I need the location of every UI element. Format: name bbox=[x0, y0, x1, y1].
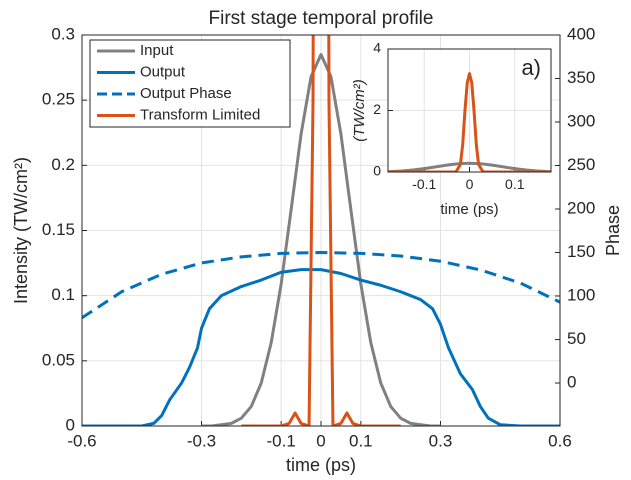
y-tick-label: 2 bbox=[373, 101, 381, 117]
y2-tick-label: 150 bbox=[567, 242, 595, 261]
series-line bbox=[388, 72, 551, 172]
y-tick-label: 0 bbox=[66, 415, 75, 434]
legend-box bbox=[89, 39, 291, 128]
x-tick-label: -0.3 bbox=[187, 432, 216, 451]
legend-label: Input bbox=[140, 42, 174, 59]
annotation: a) bbox=[521, 55, 541, 80]
x-axis-label: time (ps) bbox=[440, 201, 498, 218]
y2-tick-label: 350 bbox=[567, 68, 595, 87]
legend-label: Transform Limited bbox=[140, 106, 260, 123]
x-tick-label: 0.3 bbox=[429, 432, 453, 451]
y-tick-label: 0.2 bbox=[51, 155, 75, 174]
legend-label: Output Phase bbox=[140, 85, 232, 102]
x-tick-label: -0.1 bbox=[267, 432, 296, 451]
y-tick-label: 0.3 bbox=[51, 24, 75, 43]
axes-frame bbox=[387, 48, 552, 173]
y2-axis-label: Phase bbox=[603, 205, 623, 256]
x-tick-label: 0 bbox=[466, 176, 474, 192]
y-tick-label: 4 bbox=[373, 40, 381, 56]
y-tick-label: 0.1 bbox=[51, 285, 75, 304]
y2-tick-label: 100 bbox=[567, 285, 595, 304]
y2-tick-label: 200 bbox=[567, 198, 595, 217]
x-tick-label: -0.6 bbox=[67, 432, 96, 451]
y2-tick-label: 250 bbox=[567, 155, 595, 174]
series-line bbox=[201, 53, 441, 426]
x-tick-label: 0.1 bbox=[505, 176, 525, 192]
y2-tick-label: 50 bbox=[567, 329, 586, 348]
series-line bbox=[388, 161, 551, 172]
x-tick-label: 0.6 bbox=[548, 432, 572, 451]
series-line bbox=[82, 251, 560, 320]
x-tick-label: 0 bbox=[316, 432, 325, 451]
series-line bbox=[241, 35, 401, 426]
legend-label: Output bbox=[140, 63, 186, 80]
y2-tick-label: 300 bbox=[567, 111, 595, 130]
y-axis-label: (TW/cm²) bbox=[351, 79, 368, 141]
y-tick-label: 0.25 bbox=[42, 90, 75, 109]
x-tick-label: 0.1 bbox=[349, 432, 373, 451]
x-axis-label: time (ps) bbox=[286, 455, 356, 475]
y-axis-label: Intensity (TW/cm²) bbox=[11, 157, 31, 304]
y2-tick-label: 400 bbox=[567, 24, 595, 43]
y-tick-label: 0.15 bbox=[42, 220, 75, 239]
y-tick-label: 0 bbox=[373, 163, 381, 179]
chart-title: First stage temporal profile bbox=[209, 8, 434, 29]
axes-frame bbox=[81, 34, 561, 427]
x-tick-label: -0.1 bbox=[412, 176, 436, 192]
y2-tick-label: 0 bbox=[567, 373, 576, 392]
y-tick-label: 0.05 bbox=[42, 350, 75, 369]
